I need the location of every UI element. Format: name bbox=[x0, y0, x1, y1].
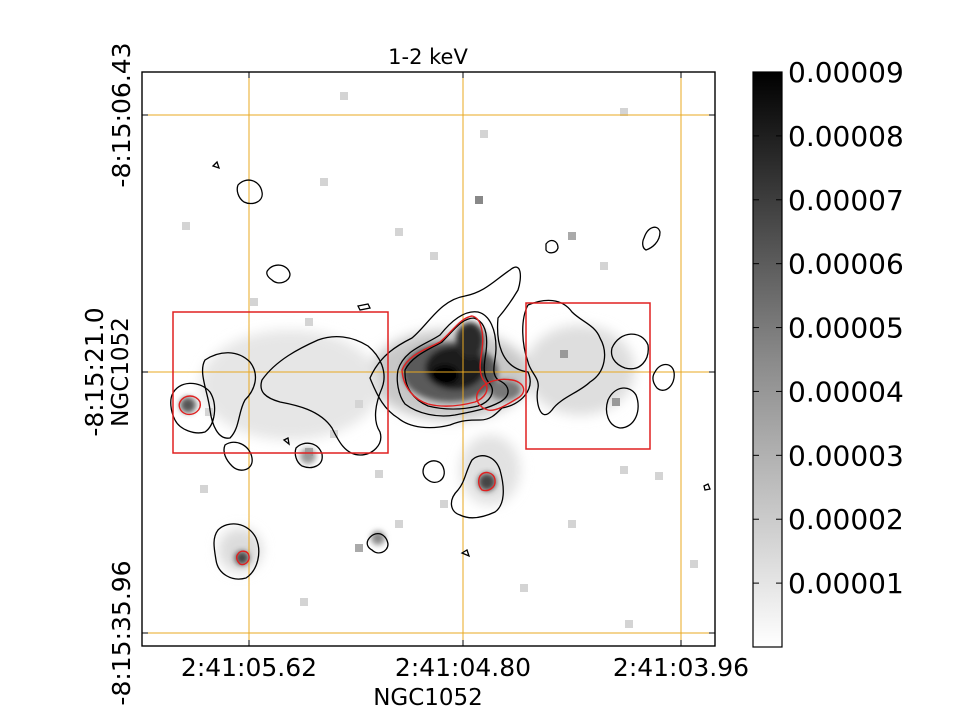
contour-red-central bbox=[401, 315, 488, 407]
colorbar-ticks: 0.00001 0.00002 0.00003 0.00004 0.00005 0.000… bbox=[753, 56, 904, 600]
plot-area bbox=[141, 71, 716, 647]
contour-right-3 bbox=[610, 333, 649, 370]
colorbar-tick-label: 0.00001 bbox=[788, 567, 904, 600]
plot-frame bbox=[141, 71, 716, 647]
contour-top-2 bbox=[266, 264, 291, 284]
colorbar: 0.00001 0.00002 0.00003 0.00004 0.00005 0.000… bbox=[752, 56, 904, 648]
colorbar-tick-label: 0.00003 bbox=[788, 439, 904, 472]
y-axis-label: NGC1052 bbox=[108, 317, 134, 427]
contour-red-bottom bbox=[477, 471, 496, 492]
contour-bottom-small bbox=[422, 460, 445, 484]
contours-black bbox=[170, 160, 711, 580]
x-axis: 2:41:05.62 2:41:04.80 2:41:03.96 NGC1052 bbox=[181, 653, 749, 711]
gridlines bbox=[142, 72, 715, 646]
region-box-right bbox=[525, 302, 651, 450]
colorbar-tick-label: 0.00009 bbox=[788, 56, 904, 89]
colorbar-tick-label: 0.00007 bbox=[788, 184, 904, 217]
contour-right-4 bbox=[652, 363, 675, 391]
contour-bottom-center bbox=[450, 455, 504, 519]
y-tick-label: -8:15:35.96 bbox=[107, 560, 136, 705]
region-box-left bbox=[172, 311, 389, 454]
contour-right-1 bbox=[522, 299, 606, 416]
contour-bottom-small-2 bbox=[366, 533, 389, 554]
contour-right-2 bbox=[605, 387, 639, 429]
contour-central-inner bbox=[404, 317, 493, 410]
colorbar-tick-label: 0.00006 bbox=[788, 248, 904, 281]
contour-mid-small bbox=[294, 442, 323, 469]
contour-top-1 bbox=[236, 179, 263, 205]
contour-dot-3 bbox=[460, 549, 471, 558]
contour-red-bottom-left bbox=[235, 550, 250, 566]
x-tick-label: 2:41:05.62 bbox=[181, 653, 317, 682]
contour-mid-large bbox=[260, 335, 385, 456]
contour-bottom-left bbox=[213, 523, 260, 580]
colorbar-tick-label: 0.00008 bbox=[788, 120, 904, 153]
x-tick-label: 2:41:04.80 bbox=[395, 653, 531, 682]
contour-central-outer bbox=[369, 266, 531, 429]
contour-left-1 bbox=[170, 382, 216, 434]
contour-dot-4 bbox=[703, 483, 711, 491]
contour-dot-5 bbox=[282, 437, 290, 446]
chart-title: 1-2 keV bbox=[388, 45, 468, 69]
contours-red bbox=[178, 315, 525, 566]
colorbar-tick-label: 0.00005 bbox=[788, 312, 904, 345]
contour-top-4 bbox=[642, 226, 661, 251]
colorbar-tick-label: 0.00002 bbox=[788, 503, 904, 536]
x-tick-label: 2:41:03.96 bbox=[613, 653, 749, 682]
contour-red-east bbox=[476, 378, 525, 412]
contour-dot-1 bbox=[211, 160, 221, 170]
colorbar-gradient bbox=[752, 71, 783, 648]
x-axis-label: NGC1052 bbox=[373, 685, 483, 711]
y-tick-label: -8:15:21.0 bbox=[80, 307, 109, 436]
contour-red-left bbox=[178, 395, 201, 416]
contour-left-2 bbox=[201, 352, 257, 439]
colorbar-tick-label: 0.00004 bbox=[788, 375, 904, 408]
contour-left-3 bbox=[223, 441, 253, 471]
contour-top-3 bbox=[545, 239, 559, 254]
y-tick-label: -8:15:06.43 bbox=[107, 42, 136, 187]
contour-dot-2 bbox=[357, 303, 371, 311]
y-axis: -8:15:06.43 -8:15:21.0 -8:15:35.96 NGC10… bbox=[80, 42, 136, 705]
tick-marks bbox=[142, 72, 715, 646]
